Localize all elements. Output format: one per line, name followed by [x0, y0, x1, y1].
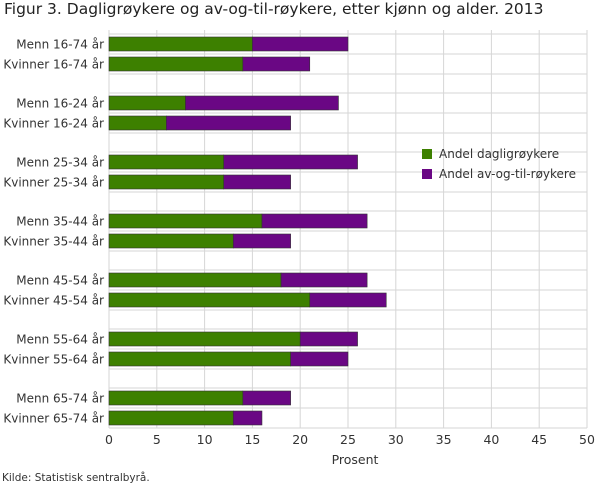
category-label: Menn 35-44 år	[16, 215, 104, 229]
bar-segment-occasional	[252, 36, 349, 52]
category-label: Kvinner 45-54 år	[3, 294, 104, 308]
bar-segment-occasional	[309, 292, 387, 308]
legend-label: Andel dagligrøykere	[439, 147, 559, 161]
bar-segment-daily	[108, 292, 311, 308]
category-label: Menn 45-54 år	[16, 274, 104, 288]
bar-segment-daily	[108, 95, 186, 111]
legend-swatch	[422, 149, 432, 159]
x-tick-label: 20	[292, 432, 308, 447]
bar-segment-occasional	[232, 233, 291, 249]
category-label: Menn 16-74 år	[16, 38, 104, 52]
bar-segment-occasional	[299, 331, 358, 347]
bar-segment-occasional	[185, 95, 339, 111]
bar-segment-daily	[108, 115, 167, 131]
x-tick-label: 50	[579, 432, 595, 447]
x-tick-label: 40	[483, 432, 499, 447]
bar-segment-occasional	[290, 351, 349, 367]
bar-segment-daily	[108, 233, 234, 249]
bar-segment-occasional	[166, 115, 291, 131]
legend-swatch	[422, 169, 432, 179]
category-label: Menn 16-24 år	[16, 97, 104, 111]
chart-title: Figur 3. Dagligrøykere og av-og-til-røyk…	[4, 0, 544, 18]
x-tick-label: 45	[531, 432, 547, 447]
bar-segment-occasional	[242, 390, 291, 406]
bar-segment-occasional	[261, 213, 368, 229]
bar-segment-daily	[108, 154, 225, 170]
bar-segment-daily	[108, 272, 282, 288]
bar-segment-daily	[108, 213, 263, 229]
bar-segment-daily	[108, 56, 244, 72]
category-label: Menn 25-34 år	[16, 156, 104, 170]
bar-segment-occasional	[223, 154, 358, 170]
category-label: Kvinner 65-74 år	[3, 412, 104, 426]
source-note: Kilde: Statistisk sentralbyrå.	[2, 472, 150, 484]
bar-segment-daily	[108, 174, 225, 190]
category-label: Kvinner 16-24 år	[3, 117, 104, 131]
bar-segment-daily	[108, 410, 234, 426]
bar-segment-daily	[108, 36, 253, 52]
x-tick-label: 15	[244, 432, 260, 447]
x-tick-label: 10	[197, 432, 213, 447]
category-label: Menn 65-74 år	[16, 392, 104, 406]
x-tick-label: 0	[105, 432, 113, 447]
category-label: Menn 55-64 år	[16, 333, 104, 347]
category-label: Kvinner 55-64 år	[3, 353, 104, 367]
bar-segment-occasional	[223, 174, 291, 190]
x-tick-label: 25	[340, 432, 356, 447]
bar-segment-daily	[108, 390, 244, 406]
x-axis-title: Prosent	[332, 452, 379, 467]
bar-segment-occasional	[232, 410, 263, 426]
bar-segment-occasional	[242, 56, 311, 72]
category-label: Kvinner 16-74 år	[3, 58, 104, 72]
bar-segment-occasional	[280, 272, 368, 288]
x-tick-label: 30	[388, 432, 404, 447]
category-label: Kvinner 35-44 år	[3, 235, 104, 249]
x-tick-label: 35	[436, 432, 452, 447]
x-tick-label: 5	[153, 432, 161, 447]
legend-label: Andel av-og-til-røykere	[439, 167, 576, 181]
bar-segment-daily	[108, 351, 291, 367]
category-label: Kvinner 25-34 år	[3, 176, 104, 190]
bar-segment-daily	[108, 331, 301, 347]
